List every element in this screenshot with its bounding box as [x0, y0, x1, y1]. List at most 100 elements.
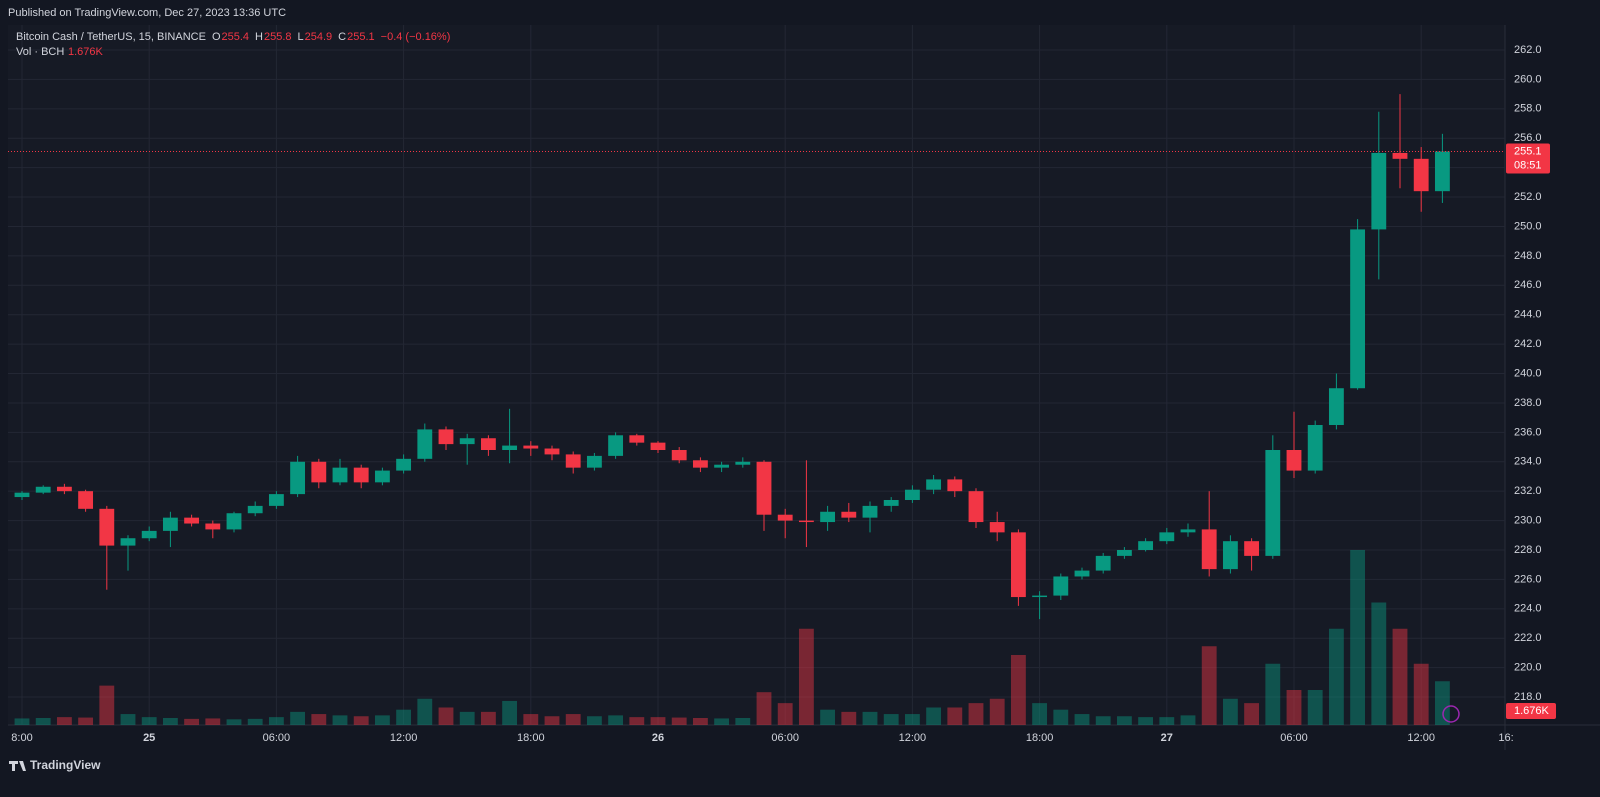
volume-bar	[862, 711, 878, 725]
candle-body	[332, 467, 348, 483]
candle-body	[290, 461, 306, 495]
volume-bar	[523, 714, 539, 725]
volume-bar	[1222, 698, 1238, 725]
candle-body	[926, 479, 942, 490]
candle-body	[1265, 450, 1281, 556]
candle-body	[714, 464, 730, 468]
volume-bar	[311, 714, 327, 725]
legend-l-label: L	[298, 31, 304, 43]
volume-bar	[268, 717, 284, 725]
volume-bar	[162, 718, 178, 725]
volume-bar	[841, 711, 857, 725]
countdown-label: 08:51	[1514, 159, 1542, 171]
volume-bar	[904, 714, 920, 725]
candle-body	[14, 492, 30, 498]
volume-bar	[1434, 681, 1450, 725]
volume-bar	[14, 718, 30, 725]
volume-bar	[1053, 709, 1069, 725]
candle-body	[459, 438, 475, 445]
volume-bar	[332, 715, 348, 725]
volume-bar	[629, 717, 645, 725]
volume-value-box	[1506, 703, 1556, 719]
volume-bar	[1201, 646, 1217, 725]
y-tick-label: 256.0	[1514, 132, 1542, 144]
volume-bar	[692, 718, 708, 725]
x-tick-label: 06:00	[1280, 732, 1308, 744]
volume-bar	[586, 716, 602, 725]
candle-body	[947, 479, 963, 492]
candle-body	[1244, 541, 1260, 556]
candle-body	[968, 491, 984, 523]
candle-body	[650, 442, 666, 450]
y-tick-label: 242.0	[1514, 338, 1542, 350]
volume-bar	[1244, 703, 1260, 725]
y-tick-label: 248.0	[1514, 250, 1542, 262]
y-tick-label: 244.0	[1514, 309, 1542, 321]
y-tick-label: 258.0	[1514, 103, 1542, 115]
candle-body	[120, 538, 136, 546]
candle-body	[1180, 529, 1196, 533]
candle-body	[862, 505, 878, 518]
x-tick-label: 18:00	[1026, 732, 1054, 744]
volume-bar	[1032, 703, 1048, 725]
x-tick-label: 12:00	[390, 732, 418, 744]
x-tick-label: 16:	[1498, 732, 1513, 744]
volume-bar	[820, 709, 836, 725]
volume-bar	[671, 717, 687, 725]
volume-bar	[1413, 663, 1429, 725]
candle-body	[841, 511, 857, 518]
candle-body	[1328, 388, 1344, 425]
volume-bar	[1180, 715, 1196, 725]
candle-body	[1371, 152, 1387, 230]
candle-body	[1222, 541, 1238, 570]
volume-bar	[968, 703, 984, 725]
candle-body	[417, 429, 433, 459]
y-tick-label: 238.0	[1514, 397, 1542, 409]
volume-bar	[374, 715, 390, 725]
brand: TradingView	[30, 758, 101, 772]
candle-body	[1159, 532, 1175, 542]
volume-bar	[35, 718, 51, 725]
volume-bar	[1286, 690, 1302, 725]
volume-bar	[989, 698, 1005, 725]
y-tick-label: 224.0	[1514, 603, 1542, 615]
candle-body	[1413, 158, 1429, 192]
candle-body	[820, 511, 836, 523]
candle-body	[35, 486, 51, 493]
candle-body	[883, 500, 899, 506]
candle-body	[353, 467, 369, 483]
volume-bar	[1095, 716, 1111, 725]
volume-bar	[608, 715, 624, 725]
candle-body	[735, 461, 751, 465]
x-tick-label: 12:00	[1407, 732, 1435, 744]
volume-bar	[777, 703, 793, 725]
volume-bar	[99, 685, 115, 725]
candle-body	[904, 489, 920, 500]
last-price-label: 255.1	[1514, 145, 1542, 157]
volume-bar	[1159, 717, 1175, 725]
y-tick-label: 228.0	[1514, 544, 1542, 556]
candle-body	[480, 438, 496, 450]
volume-bar	[1116, 716, 1132, 725]
volume-bar	[502, 700, 518, 725]
x-tick-label: 18:00	[517, 732, 545, 744]
volume-bar	[1138, 717, 1154, 725]
alert-icon[interactable]	[1442, 705, 1460, 723]
candle-body	[1350, 229, 1366, 389]
published: Published on TradingView.com, Dec 27, 20…	[8, 7, 286, 19]
volume-bar	[396, 709, 412, 725]
candle-body	[1138, 541, 1154, 550]
legend-close: 255.1	[347, 31, 375, 43]
volume-bar	[1074, 714, 1090, 725]
volume-bar	[56, 717, 72, 725]
y-tick-label: 260.0	[1514, 73, 1542, 85]
legend-low: 254.9	[305, 31, 333, 43]
y-tick-label: 252.0	[1514, 191, 1542, 203]
candle-body	[1010, 532, 1026, 598]
y-tick-label: 262.0	[1514, 44, 1542, 56]
volume-bar	[1265, 663, 1281, 725]
candle-body	[1434, 151, 1450, 192]
candle-body	[586, 455, 602, 468]
vol-name: Vol · BCH	[16, 46, 64, 58]
legend-change: −0.4 (−0.16%)	[381, 31, 451, 43]
